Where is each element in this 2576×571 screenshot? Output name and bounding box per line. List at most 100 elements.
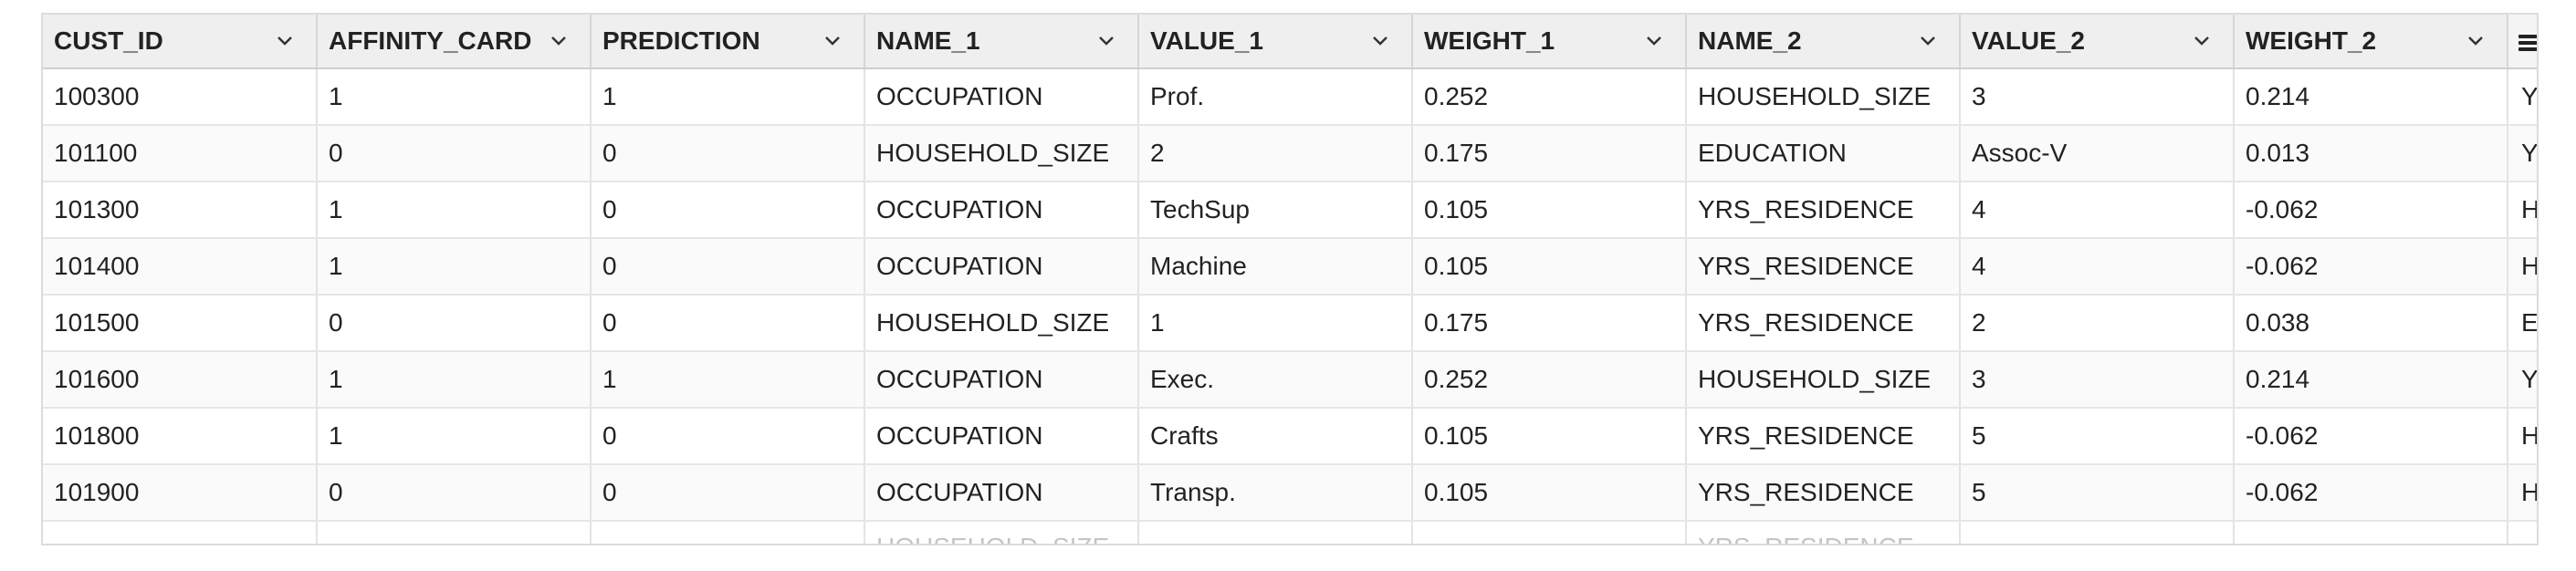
cell-cust-id[interactable] <box>43 521 318 544</box>
cell-weight-2[interactable]: 0.013 <box>2234 125 2508 182</box>
cell-weight-1[interactable]: 0.252 <box>1412 68 1687 126</box>
cell-weight-2[interactable]: 0.038 <box>2234 295 2508 352</box>
cell-affinity-card[interactable]: 0 <box>317 295 592 352</box>
cell-value-2[interactable]: 5 <box>1960 408 2235 465</box>
table-row[interactable]: 101400 1 0 OCCUPATION Machine 0.105 YRS_… <box>43 238 2537 296</box>
cell-affinity-card[interactable]: 1 <box>317 351 592 409</box>
column-header-prediction[interactable]: PREDICTION <box>591 15 865 69</box>
table-row[interactable]: 101800 1 0 OCCUPATION Crafts 0.105 YRS_R… <box>43 408 2537 465</box>
column-header-name-2[interactable]: NAME_2 <box>1686 15 1961 69</box>
column-header-affinity-card[interactable]: AFFINITY_CARD <box>317 15 592 69</box>
cell-name-2[interactable]: YRS_RESIDENCE <box>1686 521 1961 544</box>
cell-cust-id[interactable]: 101100 <box>43 125 318 182</box>
cell-value-1[interactable]: Transp. <box>1138 464 1413 522</box>
cell-name-2[interactable]: YRS_RESIDENCE <box>1686 408 1961 465</box>
cell-value-1[interactable] <box>1138 521 1413 544</box>
cell-clipped[interactable]: H( <box>2508 238 2537 296</box>
cell-prediction[interactable]: 0 <box>591 408 865 465</box>
cell-value-2[interactable]: 4 <box>1960 238 2235 296</box>
cell-weight-1[interactable]: 0.252 <box>1412 351 1687 409</box>
table-row[interactable]: 101500 0 0 HOUSEHOLD_SIZE 1 0.175 YRS_RE… <box>43 295 2537 352</box>
cell-prediction[interactable]: 0 <box>591 125 865 182</box>
cell-clipped[interactable]: H( <box>2508 182 2537 239</box>
cell-value-1[interactable]: Crafts <box>1138 408 1413 465</box>
table-row[interactable]: 101600 1 1 OCCUPATION Exec. 0.252 HOUSEH… <box>43 351 2537 409</box>
cell-affinity-card[interactable]: 1 <box>317 238 592 296</box>
cell-value-1[interactable]: Machine <box>1138 238 1413 296</box>
cell-weight-1[interactable]: 0.105 <box>1412 182 1687 239</box>
cell-name-2[interactable]: YRS_RESIDENCE <box>1686 182 1961 239</box>
cell-value-1[interactable]: TechSup <box>1138 182 1413 239</box>
chevron-down-icon[interactable] <box>823 35 842 47</box>
cell-name-1[interactable]: HOUSEHOLD_SIZE <box>864 521 1139 544</box>
cell-clipped[interactable]: Y_ <box>2508 351 2537 409</box>
cell-value-1[interactable]: 2 <box>1138 125 1413 182</box>
cell-value-2[interactable] <box>1960 521 2235 544</box>
cell-weight-2[interactable]: -0.062 <box>2234 182 2508 239</box>
chevron-down-icon[interactable] <box>1371 35 1389 47</box>
cell-name-1[interactable]: OCCUPATION <box>864 182 1139 239</box>
cell-weight-1[interactable]: 0.105 <box>1412 464 1687 522</box>
cell-clipped[interactable]: EI <box>2508 295 2537 352</box>
chevron-down-icon[interactable] <box>2466 35 2485 47</box>
cell-weight-2[interactable]: -0.062 <box>2234 464 2508 522</box>
cell-name-2[interactable]: YRS_RESIDENCE <box>1686 238 1961 296</box>
table-row[interactable]: 101900 0 0 OCCUPATION Transp. 0.105 YRS_… <box>43 464 2537 522</box>
cell-affinity-card[interactable]: 0 <box>317 464 592 522</box>
cell-weight-2[interactable]: 0.214 <box>2234 68 2508 126</box>
table-row-partial[interactable]: HOUSEHOLD_SIZE YRS_RESIDENCE <box>43 521 2537 544</box>
table-row[interactable]: 101300 1 0 OCCUPATION TechSup 0.105 YRS_… <box>43 182 2537 239</box>
cell-value-2[interactable]: Assoc-V <box>1960 125 2235 182</box>
hamburger-menu-icon[interactable] <box>2518 34 2537 51</box>
cell-prediction[interactable]: 1 <box>591 351 865 409</box>
column-header-name-1[interactable]: NAME_1 <box>864 15 1139 69</box>
cell-weight-1[interactable] <box>1412 521 1687 544</box>
cell-value-2[interactable]: 5 <box>1960 464 2235 522</box>
chevron-down-icon[interactable] <box>1645 35 1663 47</box>
chevron-down-icon[interactable] <box>1097 35 1115 47</box>
cell-affinity-card[interactable]: 1 <box>317 68 592 126</box>
cell-prediction[interactable]: 0 <box>591 182 865 239</box>
column-header-weight-2[interactable]: WEIGHT_2 <box>2234 15 2508 69</box>
cell-cust-id[interactable]: 100300 <box>43 68 318 126</box>
cell-weight-2[interactable]: 0.214 <box>2234 351 2508 409</box>
cell-prediction[interactable]: 0 <box>591 238 865 296</box>
cell-affinity-card[interactable]: 0 <box>317 125 592 182</box>
cell-prediction[interactable] <box>591 521 865 544</box>
cell-clipped[interactable]: YI <box>2508 125 2537 182</box>
cell-prediction[interactable]: 1 <box>591 68 865 126</box>
cell-weight-1[interactable]: 0.175 <box>1412 295 1687 352</box>
cell-name-2[interactable]: HOUSEHOLD_SIZE <box>1686 68 1961 126</box>
cell-value-2[interactable]: 3 <box>1960 68 2235 126</box>
cell-name-2[interactable]: EDUCATION <box>1686 125 1961 182</box>
cell-name-1[interactable]: OCCUPATION <box>864 238 1139 296</box>
cell-name-2[interactable]: YRS_RESIDENCE <box>1686 295 1961 352</box>
cell-cust-id[interactable]: 101600 <box>43 351 318 409</box>
cell-clipped[interactable]: H( <box>2508 408 2537 465</box>
column-header-cust-id[interactable]: CUST_ID <box>43 15 318 69</box>
cell-name-1[interactable]: OCCUPATION <box>864 68 1139 126</box>
column-menu-button[interactable] <box>2508 15 2537 69</box>
cell-cust-id[interactable]: 101500 <box>43 295 318 352</box>
cell-prediction[interactable]: 0 <box>591 464 865 522</box>
chevron-down-icon[interactable] <box>550 35 568 47</box>
cell-value-1[interactable]: 1 <box>1138 295 1413 352</box>
cell-name-2[interactable]: HOUSEHOLD_SIZE <box>1686 351 1961 409</box>
cell-weight-2[interactable]: -0.062 <box>2234 408 2508 465</box>
cell-prediction[interactable]: 0 <box>591 295 865 352</box>
cell-value-2[interactable]: 2 <box>1960 295 2235 352</box>
table-row[interactable]: 101100 0 0 HOUSEHOLD_SIZE 2 0.175 EDUCAT… <box>43 125 2537 182</box>
chevron-down-icon[interactable] <box>276 35 294 47</box>
cell-cust-id[interactable]: 101900 <box>43 464 318 522</box>
column-header-value-1[interactable]: VALUE_1 <box>1138 15 1413 69</box>
cell-affinity-card[interactable]: 1 <box>317 182 592 239</box>
cell-cust-id[interactable]: 101300 <box>43 182 318 239</box>
table-row[interactable]: 100300 1 1 OCCUPATION Prof. 0.252 HOUSEH… <box>43 68 2537 126</box>
chevron-down-icon[interactable] <box>1919 35 1937 47</box>
cell-weight-1[interactable]: 0.105 <box>1412 238 1687 296</box>
cell-cust-id[interactable]: 101400 <box>43 238 318 296</box>
column-header-value-2[interactable]: VALUE_2 <box>1960 15 2235 69</box>
cell-name-1[interactable]: OCCUPATION <box>864 464 1139 522</box>
cell-name-1[interactable]: HOUSEHOLD_SIZE <box>864 125 1139 182</box>
cell-name-2[interactable]: YRS_RESIDENCE <box>1686 464 1961 522</box>
